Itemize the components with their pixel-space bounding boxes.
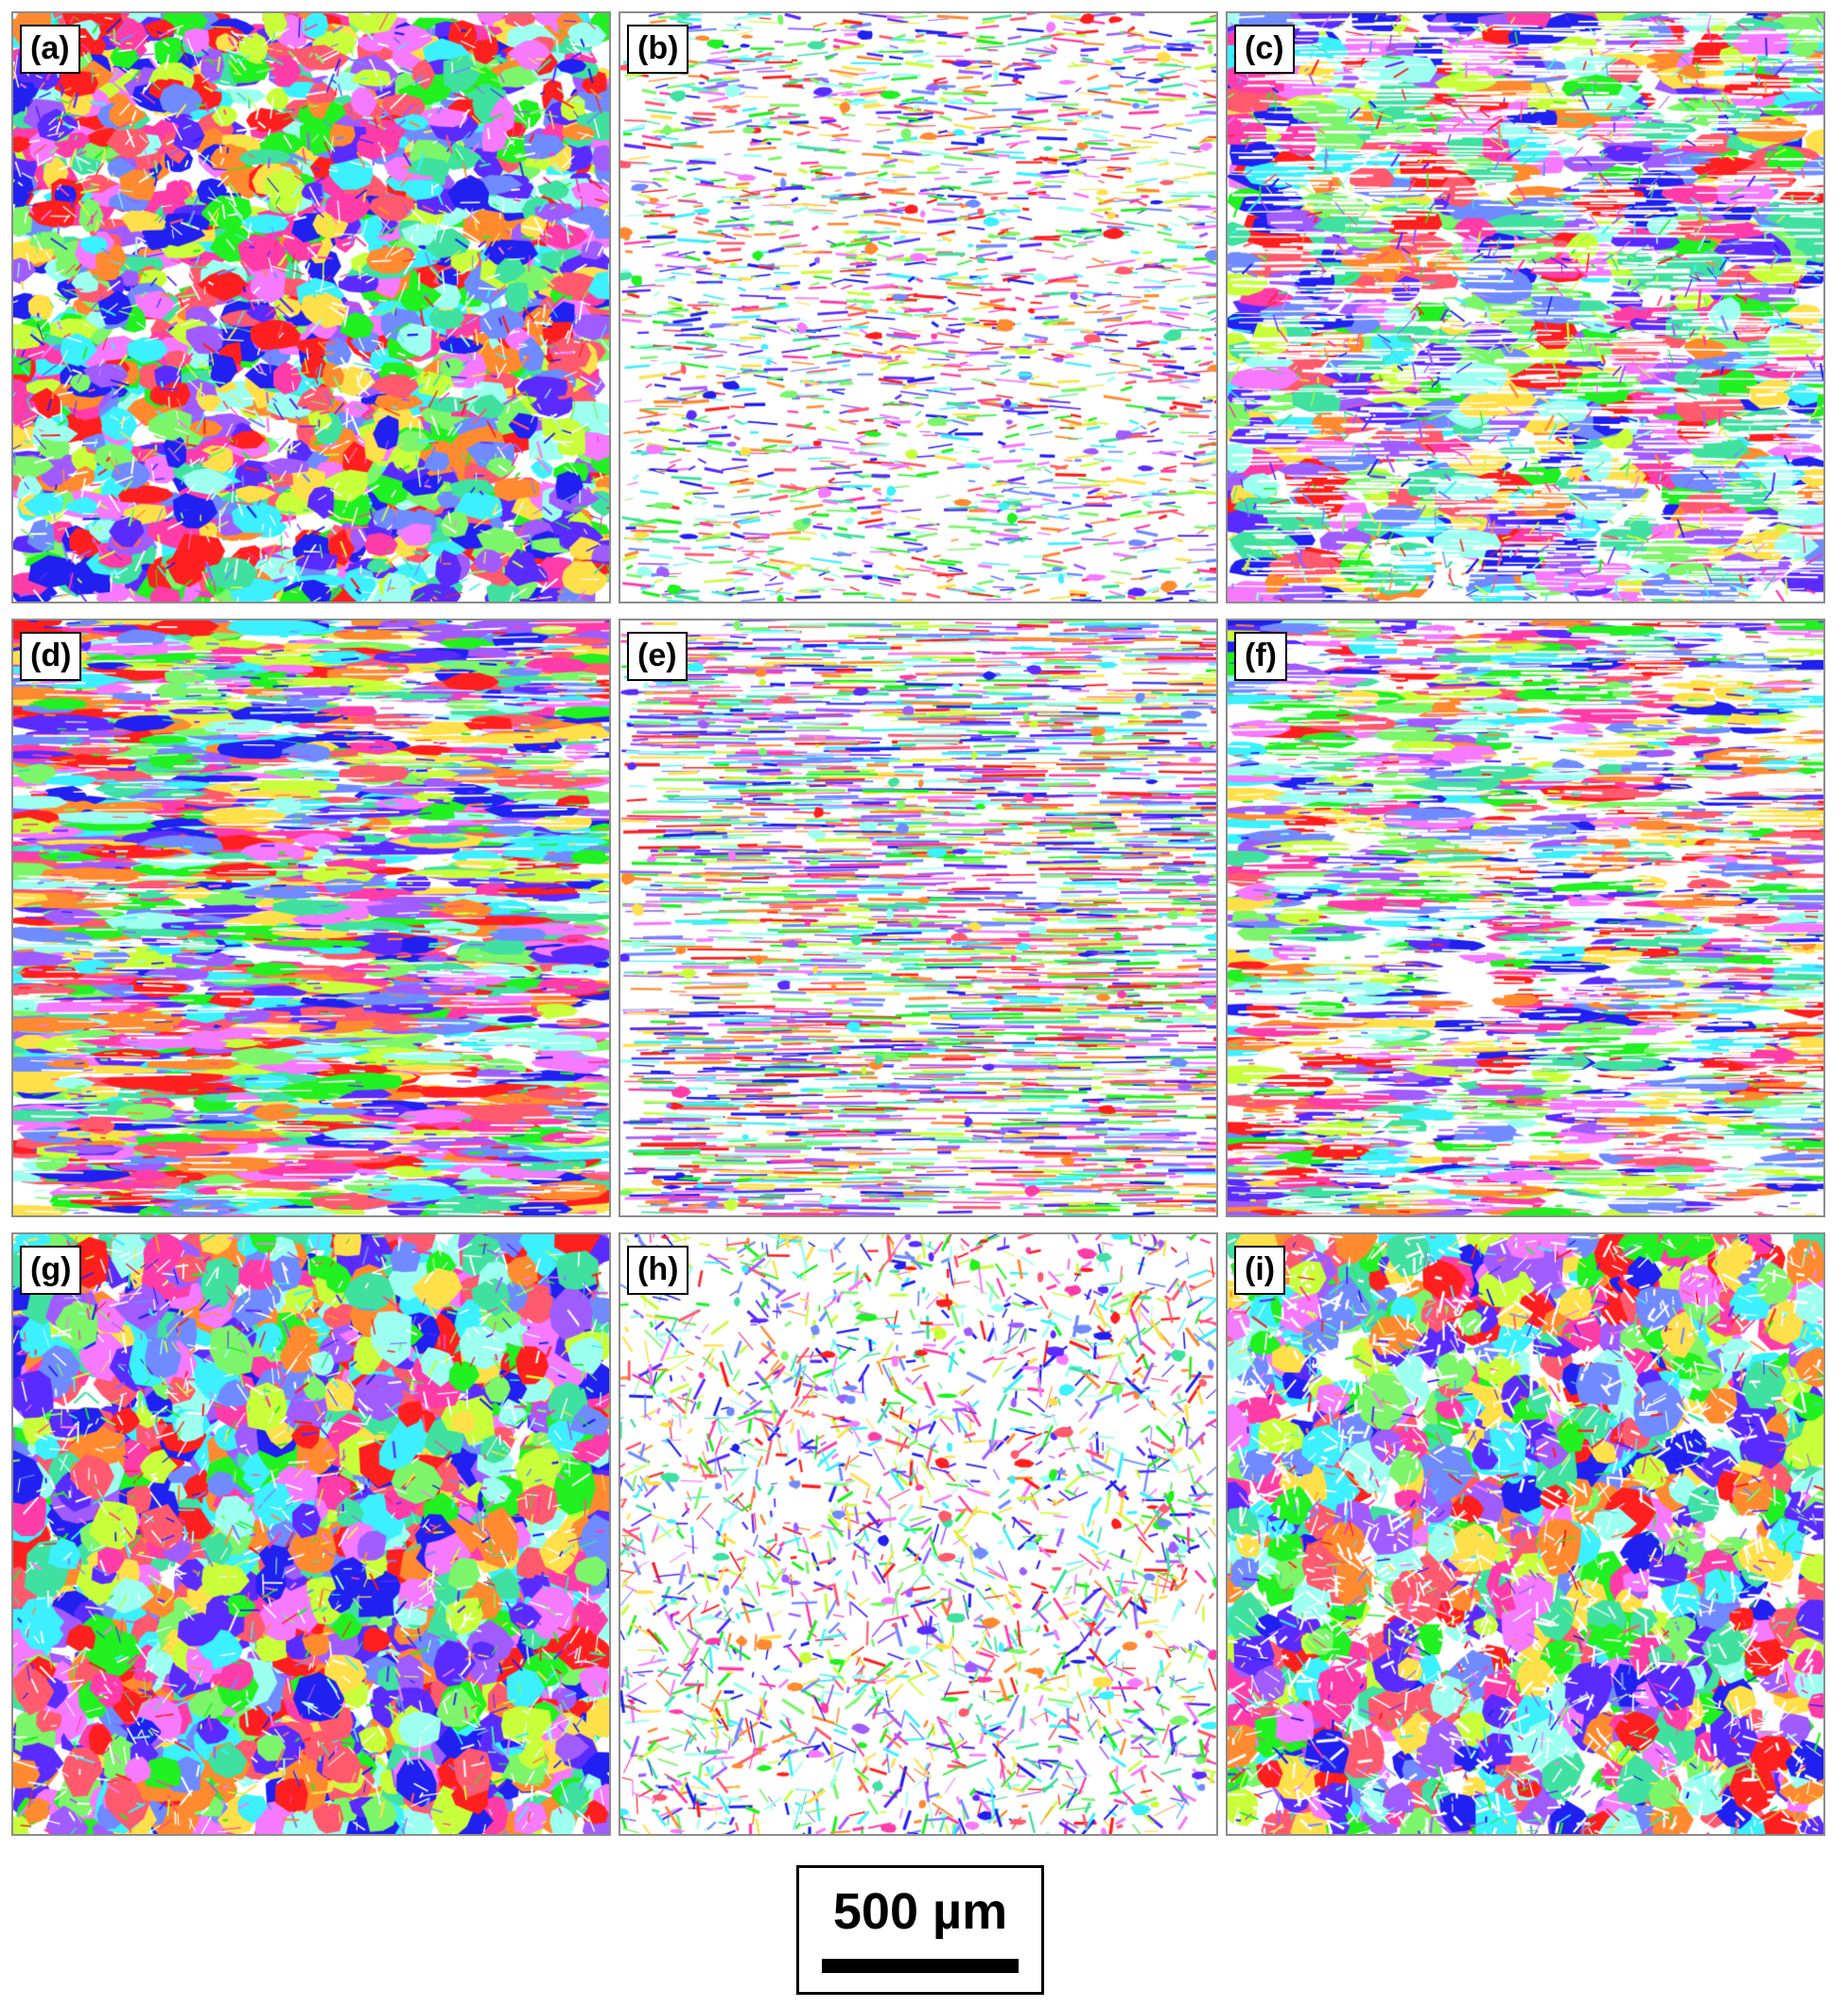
panel-d: (d) — [11, 619, 611, 1217]
panel-e: (e) — [619, 619, 1218, 1217]
ebsd-map-b — [620, 13, 1216, 602]
panel-f: (f) — [1226, 619, 1825, 1217]
panel-i: (i) — [1226, 1232, 1825, 1836]
scale-bar-label: 500 µm — [832, 1883, 1008, 1940]
ebsd-map-c — [1228, 13, 1823, 602]
panel-label-f: (f) — [1234, 632, 1287, 681]
scale-bar: 500 µm — [796, 1865, 1044, 1995]
ebsd-map-f — [1228, 620, 1823, 1215]
ebsd-map-g — [13, 1234, 609, 1834]
ebsd-map-e — [620, 620, 1216, 1215]
ebsd-map-a — [13, 13, 609, 602]
panel-label-a: (a) — [20, 25, 80, 74]
panel-label-g: (g) — [20, 1246, 82, 1295]
panel-label-h: (h) — [627, 1246, 689, 1295]
panel-label-d: (d) — [20, 632, 82, 681]
panel-c: (c) — [1226, 11, 1825, 603]
panel-label-e: (e) — [627, 632, 688, 681]
panel-a: (a) — [11, 11, 611, 603]
ebsd-map-h — [620, 1234, 1216, 1834]
panel-b: (b) — [619, 11, 1218, 603]
panel-h: (h) — [619, 1232, 1218, 1836]
panel-label-b: (b) — [627, 25, 689, 74]
scale-bar-line — [822, 1959, 1019, 1973]
ebsd-map-i — [1228, 1234, 1823, 1834]
panel-label-i: (i) — [1234, 1246, 1286, 1295]
panel-g: (g) — [11, 1232, 611, 1836]
panel-label-c: (c) — [1234, 25, 1295, 74]
ebsd-map-d — [13, 620, 609, 1215]
